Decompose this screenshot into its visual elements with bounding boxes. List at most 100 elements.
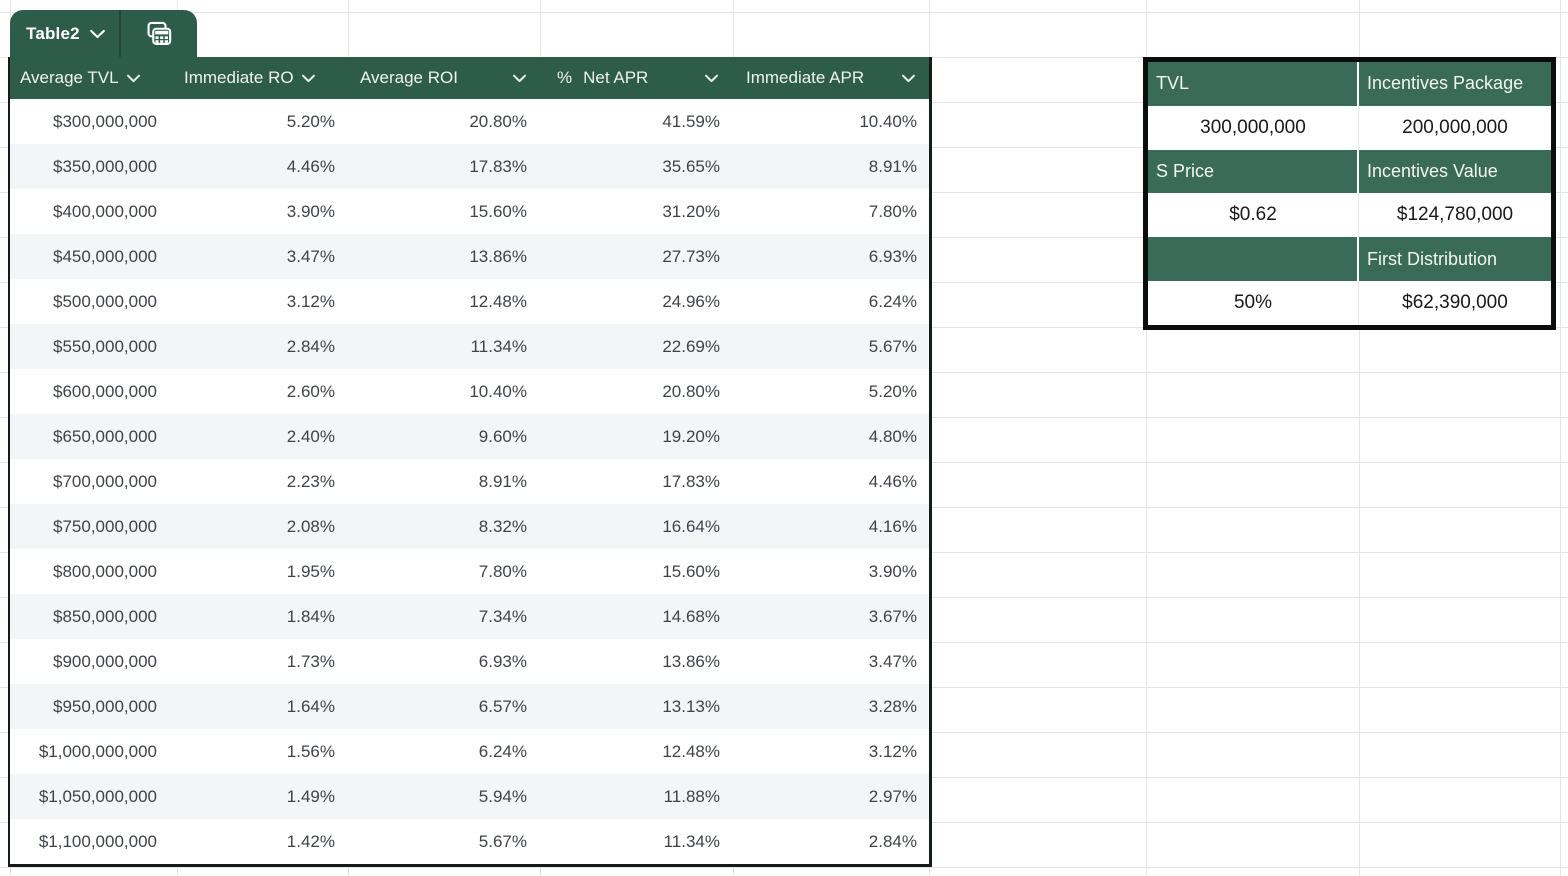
table-cell[interactable]: 24.96% [662, 292, 720, 311]
table-cell[interactable]: $1,000,000,000 [38, 742, 157, 761]
table-cell[interactable]: 4.46% [868, 472, 917, 491]
table-cell[interactable]: 7.34% [478, 607, 527, 626]
table-cell[interactable]: 7.80% [868, 202, 917, 221]
table-cell[interactable]: 1.49% [286, 787, 335, 806]
table-cell[interactable]: 17.83% [662, 472, 720, 491]
table-cell[interactable]: 6.93% [478, 652, 527, 671]
panel-value-cell[interactable]: 50% [1148, 281, 1359, 325]
table-cell[interactable]: 6.93% [868, 247, 917, 266]
table-cell[interactable]: $800,000,000 [53, 562, 157, 581]
table-cell[interactable]: 5.20% [868, 382, 917, 401]
table-cell[interactable]: 20.80% [662, 382, 720, 401]
table-cell[interactable]: 4.46% [286, 157, 335, 176]
table-cell[interactable]: 5.94% [478, 787, 527, 806]
table-cell[interactable]: 2.08% [286, 517, 335, 536]
chevron-down-icon[interactable] [126, 74, 141, 83]
table-cell[interactable]: 2.97% [868, 787, 917, 806]
table-cell[interactable]: $300,000,000 [53, 112, 157, 131]
table-cell[interactable]: 2.40% [286, 427, 335, 446]
table-cell[interactable]: 13.86% [662, 652, 720, 671]
table-cell[interactable]: $600,000,000 [53, 382, 157, 401]
table-cell[interactable]: 12.48% [662, 742, 720, 761]
table-cell[interactable]: 41.59% [662, 112, 720, 131]
table-cell[interactable]: 35.65% [662, 157, 720, 176]
table-cell[interactable]: 8.32% [478, 517, 527, 536]
table-cell[interactable]: $850,000,000 [53, 607, 157, 626]
table-cell[interactable]: 5.20% [286, 112, 335, 131]
table-cell[interactable]: $700,000,000 [53, 472, 157, 491]
table-cell[interactable]: 5.67% [478, 832, 527, 851]
panel-value-cell[interactable]: 300,000,000 [1148, 105, 1359, 150]
panel-value-cell[interactable]: $62,390,000 [1359, 281, 1551, 325]
table-cell[interactable]: 2.84% [286, 337, 335, 356]
table-cell[interactable]: 11.34% [470, 337, 527, 356]
table-cell[interactable]: $550,000,000 [53, 337, 157, 356]
chevron-down-icon[interactable] [301, 74, 316, 83]
table-cell[interactable]: 4.80% [868, 427, 917, 446]
table-cell[interactable]: 6.57% [478, 697, 527, 716]
table-cell[interactable]: 13.86% [469, 247, 527, 266]
table-cell[interactable]: $400,000,000 [53, 202, 157, 221]
table-cell[interactable]: 8.91% [478, 472, 527, 491]
table-cell[interactable]: 1.73% [286, 652, 335, 671]
table-cell[interactable]: $650,000,000 [53, 427, 157, 446]
column-header-net-apr[interactable]: % Net APR [540, 57, 733, 99]
table-cell[interactable]: $450,000,000 [53, 247, 157, 266]
table-cell[interactable]: 3.28% [868, 697, 917, 716]
panel-header-cell[interactable] [1148, 237, 1359, 282]
table-cell[interactable]: 3.12% [286, 292, 335, 311]
table-cell[interactable]: 12.48% [469, 292, 527, 311]
table-cell[interactable]: 1.84% [286, 607, 335, 626]
table-cell[interactable]: 15.60% [469, 202, 527, 221]
table-cell[interactable]: 11.34% [663, 832, 720, 851]
table-cell[interactable]: $950,000,000 [53, 697, 157, 716]
table-cell[interactable]: 2.60% [286, 382, 335, 401]
panel-value-cell[interactable]: $124,780,000 [1359, 193, 1551, 238]
table-cell[interactable]: 3.12% [868, 742, 917, 761]
table-cell[interactable]: 31.20% [662, 202, 720, 221]
table-cell[interactable]: 7.80% [478, 562, 527, 581]
table-cell[interactable]: 1.42% [286, 832, 335, 851]
table-cell[interactable]: 10.40% [469, 382, 527, 401]
table-cell[interactable]: 27.73% [662, 247, 720, 266]
table-cell[interactable]: $750,000,000 [53, 517, 157, 536]
table-cell[interactable]: $900,000,000 [53, 652, 157, 671]
table-cell[interactable]: 20.80% [469, 112, 527, 131]
table-cell[interactable]: 19.20% [662, 427, 720, 446]
table-cell[interactable]: 11.88% [663, 787, 720, 806]
table-cell[interactable]: 14.68% [662, 607, 720, 626]
table-cell[interactable]: 1.56% [286, 742, 335, 761]
table-cell[interactable]: 10.40% [859, 112, 917, 131]
panel-value-cell[interactable]: 200,000,000 [1359, 105, 1551, 150]
table-cell[interactable]: 4.16% [868, 517, 917, 536]
table-cell[interactable]: $1,100,000,000 [38, 832, 157, 851]
chevron-down-icon[interactable] [512, 74, 527, 83]
table-cell[interactable]: 15.60% [662, 562, 720, 581]
table-cell[interactable]: $500,000,000 [53, 292, 157, 311]
tab-chevron-down-icon[interactable] [89, 29, 106, 39]
table-cell[interactable]: 1.64% [286, 697, 335, 716]
table-cell[interactable]: 13.13% [662, 697, 720, 716]
table-cell[interactable]: 22.69% [662, 337, 720, 356]
table-cell[interactable]: 6.24% [478, 742, 527, 761]
table-cell[interactable]: 6.24% [868, 292, 917, 311]
table-cell[interactable]: 2.84% [868, 832, 917, 851]
column-header-immediate-roi[interactable]: Immediate RO [177, 57, 348, 99]
chevron-down-icon[interactable] [901, 74, 916, 83]
sheet-tab-table2[interactable]: Table2 [10, 10, 197, 57]
column-header-average-roi[interactable]: Average ROI [348, 57, 540, 99]
panel-header-cell[interactable]: S Price [1148, 149, 1359, 194]
table-cell[interactable]: 1.95% [286, 562, 335, 581]
table-cell[interactable]: 2.23% [286, 472, 335, 491]
panel-header-cell[interactable]: Incentives Package [1359, 62, 1551, 106]
panel-header-cell[interactable]: Incentives Value [1359, 149, 1551, 194]
table-cell[interactable]: 3.67% [868, 607, 917, 626]
chevron-down-icon[interactable] [704, 74, 719, 83]
table-cell[interactable]: 8.91% [868, 157, 917, 176]
column-header-average-tvl[interactable]: Average TVL [10, 57, 177, 99]
column-header-immediate-apr[interactable]: Immediate APR [733, 57, 929, 99]
table-cell[interactable]: 3.47% [286, 247, 335, 266]
panel-header-cell[interactable]: TVL [1148, 62, 1359, 106]
table-cell[interactable]: 16.64% [662, 517, 720, 536]
table-cell[interactable]: 5.67% [868, 337, 917, 356]
